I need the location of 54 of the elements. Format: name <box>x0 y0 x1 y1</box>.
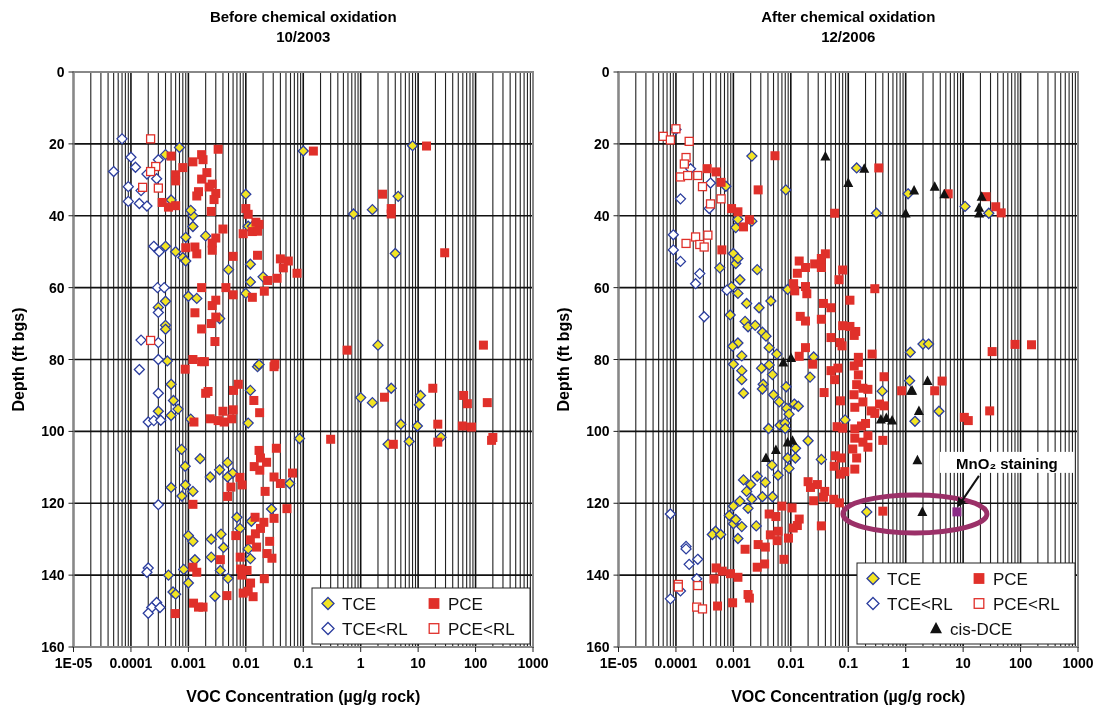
y-tick-label: 100 <box>41 423 65 440</box>
x-tick-label: 10 <box>410 655 427 671</box>
legend-label: TCE <box>887 569 921 589</box>
x-axis-title: VOC Concentration (µg/g rock) <box>186 688 421 705</box>
x-axis-title: VOC Concentration (µg/g rock) <box>731 688 966 705</box>
legend-label: PCE<RL <box>993 594 1060 614</box>
y-tick-label: 0 <box>56 64 65 80</box>
y-tick-label: 0 <box>601 64 610 80</box>
legend-label: TCE<RL <box>342 619 408 639</box>
y-tick-label: 80 <box>48 351 65 368</box>
y-tick-label: 60 <box>593 279 610 296</box>
x-tick-label: 100 <box>1008 655 1033 671</box>
x-tick-label: 0.0001 <box>654 655 698 671</box>
y-tick-label: 100 <box>586 423 610 440</box>
y-tick-label: 120 <box>586 495 610 512</box>
chart-subtitle: 10/2003 <box>276 28 331 45</box>
y-tick-label: 20 <box>48 135 65 152</box>
y-tick-label: 40 <box>593 207 610 224</box>
x-tick-label: 0.001 <box>715 655 752 671</box>
x-tick-label: 0.0001 <box>109 655 153 671</box>
y-tick-label: 140 <box>586 567 610 584</box>
x-tick-label: 1000 <box>517 655 549 671</box>
legend-label: PCE <box>993 569 1028 589</box>
y-axis-title: Depth (ft bgs) <box>554 307 572 412</box>
y-tick-label: 160 <box>586 639 610 655</box>
x-tick-label: 0.1 <box>293 655 314 671</box>
legend-label: cis-DCE <box>950 619 1013 639</box>
y-tick-label: 160 <box>41 639 65 655</box>
y-axis-title: Depth (ft bgs) <box>9 307 27 412</box>
legend-label: TCE<RL <box>887 594 953 614</box>
x-tick-label: 1E-05 <box>599 655 638 671</box>
x-tick-label: 0.01 <box>777 655 805 671</box>
y-tick-label: 120 <box>41 495 65 512</box>
x-tick-label: 100 <box>463 655 488 671</box>
x-tick-label: 10 <box>955 655 972 671</box>
x-tick-label: 1 <box>356 655 365 671</box>
x-tick-label: 1 <box>901 655 910 671</box>
legend-label: PCE<RL <box>448 619 515 639</box>
x-tick-label: 0.001 <box>170 655 207 671</box>
y-tick-label: 80 <box>593 351 610 368</box>
annotation: MnO₂ staining <box>956 454 1058 472</box>
y-tick-label: 60 <box>48 279 65 296</box>
chart-subtitle: 12/2006 <box>821 28 876 45</box>
y-tick-label: 140 <box>41 567 65 584</box>
x-tick-label: 0.01 <box>232 655 260 671</box>
legend-label: TCE <box>342 594 376 614</box>
chart-title: Before chemical oxidation <box>209 8 397 25</box>
y-tick-label: 40 <box>48 207 65 224</box>
y-tick-label: 20 <box>593 135 610 152</box>
legend-label: PCE <box>448 594 483 614</box>
x-tick-label: 1E-05 <box>54 655 93 671</box>
x-tick-label: 0.1 <box>838 655 859 671</box>
x-tick-label: 1000 <box>1062 655 1094 671</box>
chart-title: After chemical oxidation <box>761 8 936 25</box>
